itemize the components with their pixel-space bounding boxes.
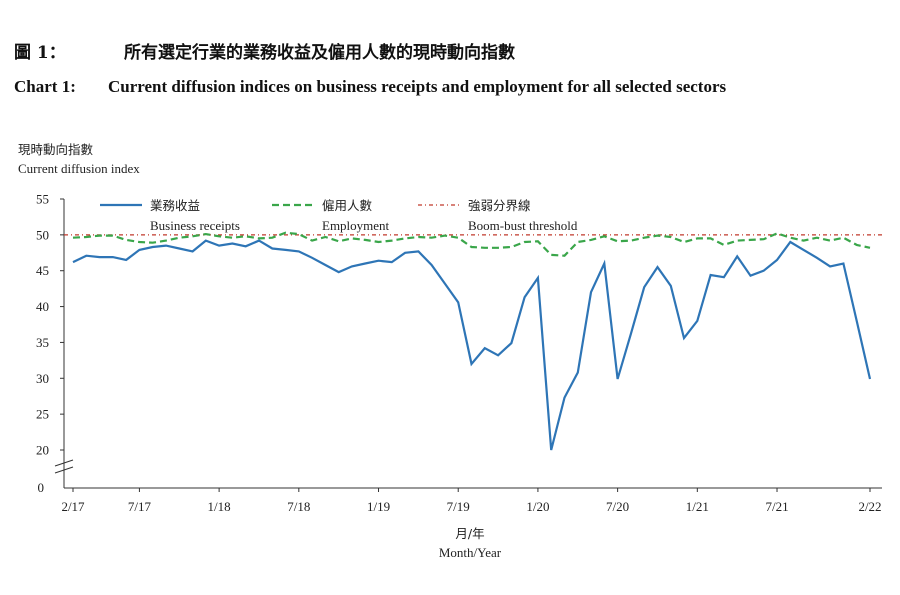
x-tick-label: 7/17 (128, 499, 152, 514)
chart-number-en: Chart 1: (14, 77, 76, 96)
legend: 業務收益 Business receipts 僱用人數 Employment 強… (100, 198, 578, 233)
y-tick-label: 45 (36, 263, 49, 278)
x-tick-label: 7/19 (447, 499, 470, 514)
y-tick-label-zero: 0 (38, 480, 45, 495)
axis-break-mark (54, 466, 74, 474)
y-tick-label: 35 (36, 335, 49, 350)
y-tick-label: 50 (36, 227, 49, 242)
y-axis-label-en: Current diffusion index (18, 161, 140, 176)
y-tick-label: 20 (36, 443, 49, 458)
x-tick-label: 1/21 (686, 499, 709, 514)
x-tick-label: 7/21 (765, 499, 788, 514)
chart-number-zh: 圖 1： (14, 43, 66, 63)
x-tick-label: 1/19 (367, 499, 390, 514)
legend-label-threshold-en: Boom-bust threshold (468, 218, 578, 233)
legend-label-business-receipts-en: Business receipts (150, 218, 240, 233)
y-tick-label: 25 (36, 407, 49, 422)
legend-label-threshold-zh: 強弱分界線 (468, 198, 531, 213)
chart-title-en: Chart 1: Current diffusion indices on bus… (14, 77, 726, 97)
x-tick-label: 1/18 (208, 499, 231, 514)
x-tick-label: 1/20 (526, 499, 549, 514)
x-tick-label: 7/18 (287, 499, 310, 514)
chart-title-zh: 圖 1： 所有選定行業的業務收益及僱用人數的現時動向指數 (14, 38, 515, 63)
y-axis-label-zh: 現時動向指數 (18, 142, 94, 157)
x-tick-label: 2/17 (61, 499, 85, 514)
y-tick-label: 55 (36, 192, 49, 207)
x-axis-label-zh: 月/年 (455, 526, 484, 541)
legend-label-employment-zh: 僱用人數 (322, 198, 373, 213)
chart-title-en-text: Current diffusion indices on business re… (108, 77, 727, 96)
axis-break-mark (54, 459, 74, 467)
employment-series-line (72, 231, 871, 257)
x-axis-label-en: Month/Year (439, 545, 502, 560)
business-receipts-series-line (72, 239, 872, 451)
legend-label-business-receipts-zh: 業務收益 (150, 198, 200, 213)
chart-title-zh-text: 所有選定行業的業務收益及僱用人數的現時動向指數 (124, 43, 515, 63)
x-tick-label: 7/20 (606, 499, 629, 514)
legend-label-employment-en: Employment (322, 218, 390, 233)
x-tick-label: 2/22 (858, 499, 881, 514)
y-tick-label: 40 (36, 299, 49, 314)
y-tick-label: 30 (36, 371, 49, 386)
